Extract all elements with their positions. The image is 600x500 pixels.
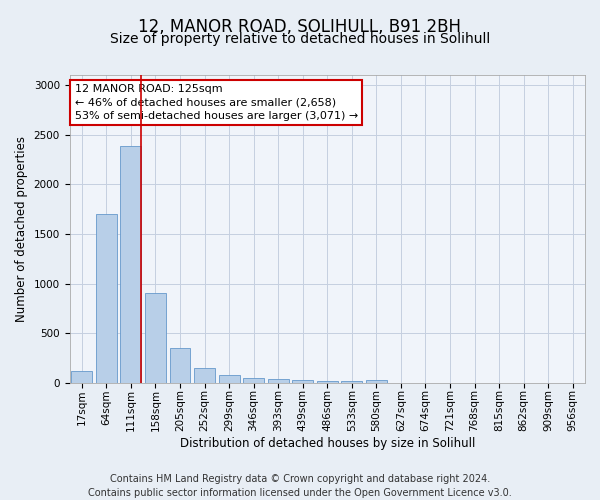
- Bar: [71, 371, 92, 383]
- X-axis label: Distribution of detached houses by size in Solihull: Distribution of detached houses by size …: [179, 437, 475, 450]
- Y-axis label: Number of detached properties: Number of detached properties: [15, 136, 28, 322]
- Bar: [96, 214, 117, 383]
- Bar: [145, 292, 166, 383]
- Text: 12 MANOR ROAD: 125sqm
← 46% of detached houses are smaller (2,658)
53% of semi-d: 12 MANOR ROAD: 125sqm ← 46% of detached …: [74, 84, 358, 120]
- Bar: [366, 380, 387, 383]
- Text: Size of property relative to detached houses in Solihull: Size of property relative to detached ho…: [110, 32, 490, 46]
- Bar: [121, 146, 142, 383]
- Bar: [194, 368, 215, 383]
- Bar: [170, 348, 190, 383]
- Text: Contains HM Land Registry data © Crown copyright and database right 2024.
Contai: Contains HM Land Registry data © Crown c…: [88, 474, 512, 498]
- Bar: [341, 381, 362, 383]
- Bar: [292, 380, 313, 383]
- Bar: [317, 380, 338, 383]
- Bar: [218, 374, 239, 383]
- Text: 12, MANOR ROAD, SOLIHULL, B91 2BH: 12, MANOR ROAD, SOLIHULL, B91 2BH: [139, 18, 461, 36]
- Bar: [268, 378, 289, 383]
- Bar: [243, 378, 264, 383]
